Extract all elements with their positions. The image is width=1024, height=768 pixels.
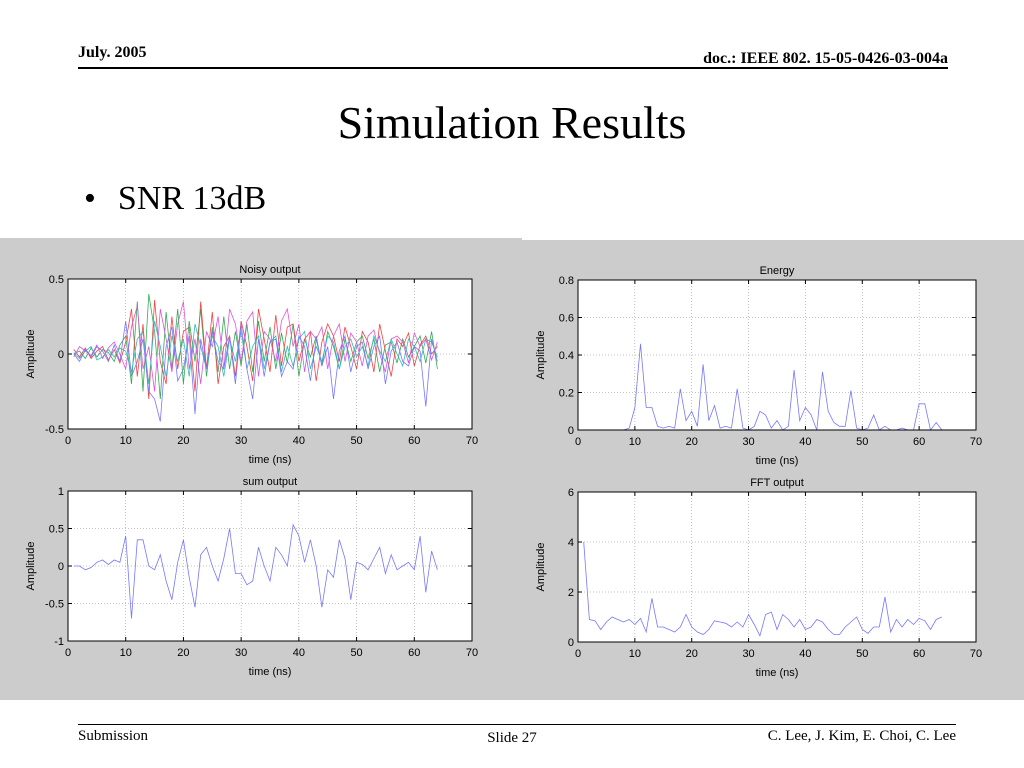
x-tick-label: 50 — [856, 436, 868, 448]
header-doc-id: doc.: IEEE 802. 15-05-0426-03-004a — [703, 50, 948, 67]
left-figure-panel: 0 10 20 30 40 50 60 70 -0.5 0 0.5 Noisy output time … — [0, 238, 522, 700]
x-tick-label: 30 — [235, 435, 247, 447]
x-tick-label: 0 — [575, 436, 581, 448]
x-tick-label: 60 — [913, 648, 925, 660]
x-tick-label: 10 — [120, 435, 132, 447]
bullet-dot: • — [84, 180, 96, 217]
x-tick-label: 70 — [970, 648, 982, 660]
series-line-0 — [583, 541, 943, 637]
header-date: July. 2005 — [78, 44, 147, 61]
chart-title: Energy — [760, 265, 795, 277]
x-tick-label: 20 — [686, 648, 698, 660]
y-tick-label: 0.4 — [559, 350, 574, 362]
y-tick-label: 0 — [568, 425, 574, 437]
y-tick-label: 0.5 — [49, 274, 64, 286]
x-tick-label: 40 — [293, 435, 305, 447]
x-tick-label: 10 — [629, 436, 641, 448]
y-axis-label: Amplitude — [535, 543, 547, 592]
x-tick-label: 40 — [799, 648, 811, 660]
y-tick-label: 0.5 — [49, 524, 64, 536]
x-tick-label: 60 — [408, 435, 420, 447]
series-line-0 — [73, 523, 438, 619]
x-tick-label: 20 — [686, 436, 698, 448]
chart-title: Noisy output — [239, 264, 300, 276]
y-tick-label: -1 — [54, 636, 64, 648]
x-tick-label: 10 — [629, 648, 641, 660]
bullet-item: • SNR 13dB — [84, 180, 266, 218]
series-line-3 — [73, 320, 438, 385]
x-tick-label: 0 — [575, 648, 581, 660]
x-tick-label: 50 — [350, 647, 362, 659]
y-tick-label: 2 — [568, 587, 574, 599]
y-tick-label: 0 — [568, 637, 574, 649]
chart-fft-output: 0 10 20 30 40 50 60 70 0 2 4 6 FFT output time (ns) Am… — [535, 477, 982, 679]
x-tick-label: 0 — [65, 435, 71, 447]
x-tick-label: 20 — [177, 435, 189, 447]
x-tick-label: 70 — [970, 436, 982, 448]
y-tick-label: -0.5 — [45, 424, 64, 436]
y-axis-label: Amplitude — [535, 331, 547, 380]
x-tick-label: 50 — [350, 435, 362, 447]
chart-sum-output: 0 10 20 30 40 50 60 70 -1 -0.5 0 0.5 1 sum output time… — [25, 476, 478, 678]
series-line-0 — [583, 343, 943, 431]
x-axis-label: time (ns) — [249, 666, 292, 678]
y-tick-label: 0 — [58, 349, 64, 361]
x-tick-label: 50 — [856, 648, 868, 660]
x-tick-label: 10 — [120, 647, 132, 659]
right-figure-panel: 0 10 20 30 40 50 60 70 0 0.2 0.4 0.6 0.8 Energy time (… — [510, 240, 1024, 700]
footer-divider — [78, 724, 956, 725]
x-tick-label: 20 — [177, 647, 189, 659]
x-tick-label: 70 — [466, 647, 478, 659]
y-axis-label: Amplitude — [25, 330, 37, 379]
x-tick-label: 60 — [408, 647, 420, 659]
y-tick-label: 0.2 — [559, 388, 574, 400]
y-tick-label: 1 — [58, 486, 64, 498]
plot-area — [578, 492, 976, 642]
x-tick-label: 0 — [65, 647, 71, 659]
x-tick-label: 40 — [293, 647, 305, 659]
header-divider — [78, 67, 948, 69]
x-tick-label: 70 — [466, 435, 478, 447]
plot-frame — [577, 491, 977, 643]
y-axis-label: Amplitude — [25, 542, 37, 591]
bullet-text: SNR 13dB — [117, 180, 267, 217]
series-line-4 — [73, 320, 438, 422]
chart-title: FFT output — [750, 477, 804, 489]
x-axis-label: time (ns) — [756, 667, 799, 679]
footer-authors: C. Lee, J. Kim, E. Choi, C. Lee — [767, 728, 956, 744]
y-tick-label: -0.5 — [45, 599, 64, 611]
chart-title: sum output — [243, 476, 297, 488]
x-tick-label: 60 — [913, 436, 925, 448]
x-tick-label: 30 — [742, 436, 754, 448]
footer-submission: Submission — [78, 728, 149, 744]
x-axis-label: time (ns) — [249, 454, 292, 466]
x-tick-label: 30 — [742, 648, 754, 660]
footer-slide-number: Slide 27 — [487, 730, 537, 746]
chart-energy: 0 10 20 30 40 50 60 70 0 0.2 0.4 0.6 0.8 Energy time (… — [535, 265, 982, 467]
x-axis-label: time (ns) — [756, 455, 799, 467]
y-tick-label: 0.6 — [559, 313, 574, 325]
x-tick-label: 30 — [235, 647, 247, 659]
y-tick-label: 0 — [58, 561, 64, 573]
y-tick-label: 6 — [568, 487, 574, 499]
x-tick-label: 40 — [799, 436, 811, 448]
y-tick-label: 4 — [568, 537, 574, 549]
y-tick-label: 0.8 — [559, 275, 574, 287]
slide-title: Simulation Results — [337, 97, 687, 148]
